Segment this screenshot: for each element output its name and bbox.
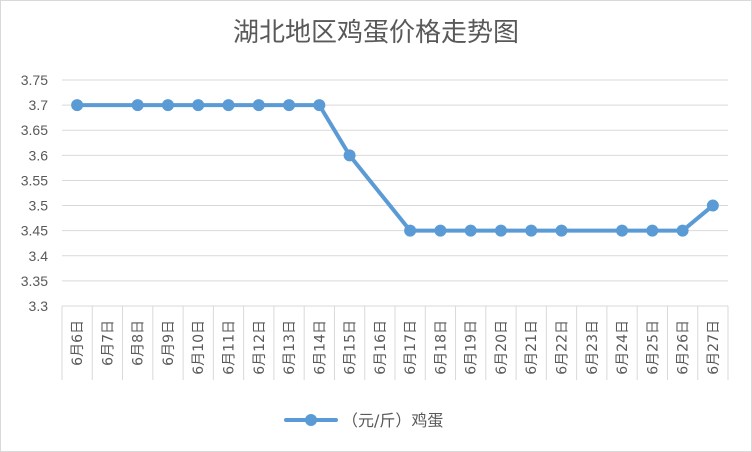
y-tick-label: 3.45 bbox=[21, 223, 48, 239]
data-point bbox=[616, 224, 629, 237]
x-tick-label: 6月25日 bbox=[645, 320, 661, 375]
x-tick-label: 6月27日 bbox=[706, 320, 722, 375]
data-point bbox=[222, 99, 235, 112]
data-point bbox=[161, 99, 174, 112]
data-point bbox=[283, 99, 296, 112]
y-tick-label: 3.7 bbox=[29, 97, 49, 113]
x-tick-label: 6月18日 bbox=[433, 320, 449, 375]
gridlines bbox=[62, 79, 728, 307]
data-point bbox=[676, 224, 689, 237]
y-tick-label: 3.35 bbox=[21, 273, 48, 289]
y-tick-label: 3.65 bbox=[21, 122, 48, 138]
data-point bbox=[706, 199, 719, 212]
y-tick-label: 3.5 bbox=[29, 198, 49, 214]
y-tick-label: 3.6 bbox=[29, 147, 49, 163]
x-tick-label: 6月26日 bbox=[676, 320, 692, 375]
x-tick-label: 6月6日 bbox=[70, 320, 86, 366]
data-point bbox=[313, 99, 326, 112]
data-point bbox=[192, 99, 205, 112]
legend: （元/斤）鸡蛋 bbox=[284, 411, 443, 430]
series-line bbox=[77, 103, 715, 233]
y-tick-label: 3.4 bbox=[29, 248, 49, 264]
x-tick-label: 6月22日 bbox=[555, 320, 571, 375]
x-tick-label: 6月8日 bbox=[131, 320, 147, 366]
legend-label: （元/斤）鸡蛋 bbox=[342, 411, 443, 430]
x-tick-label: 6月17日 bbox=[403, 320, 419, 375]
x-tick-label: 6月12日 bbox=[252, 320, 268, 375]
data-point bbox=[71, 99, 84, 112]
y-tick-label: 3.3 bbox=[29, 298, 49, 314]
x-tick-label: 6月10日 bbox=[191, 320, 207, 375]
x-tick-label: 6月11日 bbox=[222, 320, 238, 375]
x-axis: 6月6日 6月7日 6月8日 6月9日 6月10日 6月11日 6月12日 6月13日 6月14… bbox=[61, 306, 729, 380]
x-tick-label: 6月13日 bbox=[282, 320, 298, 375]
data-point bbox=[404, 224, 417, 237]
data-point bbox=[252, 99, 265, 112]
x-tick-label: 6月7日 bbox=[100, 320, 116, 366]
x-tick-label: 6月19日 bbox=[464, 320, 480, 375]
legend-point-marker bbox=[305, 414, 317, 426]
series-layer bbox=[71, 99, 719, 237]
x-tick-label: 6月16日 bbox=[373, 320, 389, 375]
x-tick-label: 6月15日 bbox=[343, 320, 359, 375]
y-tick-label: 3.75 bbox=[21, 72, 48, 88]
x-tick-label: 6月9日 bbox=[161, 320, 177, 366]
x-tick-label: 6月14日 bbox=[312, 320, 328, 375]
data-point bbox=[464, 224, 477, 237]
data-point bbox=[525, 224, 538, 237]
y-axis-labels: 3.3 3.35 3.4 3.45 3.5 3.55 3.6 3.65 3.7 3.75 bbox=[21, 72, 48, 314]
x-tick-label: 6月23日 bbox=[585, 320, 601, 375]
data-point bbox=[343, 149, 356, 162]
data-point bbox=[131, 99, 144, 112]
x-tick-label: 6月20日 bbox=[494, 320, 510, 375]
data-point bbox=[646, 224, 659, 237]
data-point bbox=[555, 224, 568, 237]
chart-title: 湖北地区鸡蛋价格走势图 bbox=[232, 18, 519, 48]
data-point bbox=[494, 224, 507, 237]
x-tick-label: 6月24日 bbox=[615, 320, 631, 375]
data-point bbox=[434, 224, 447, 237]
x-tick-label: 6月21日 bbox=[524, 320, 540, 375]
y-tick-label: 3.55 bbox=[21, 172, 48, 188]
